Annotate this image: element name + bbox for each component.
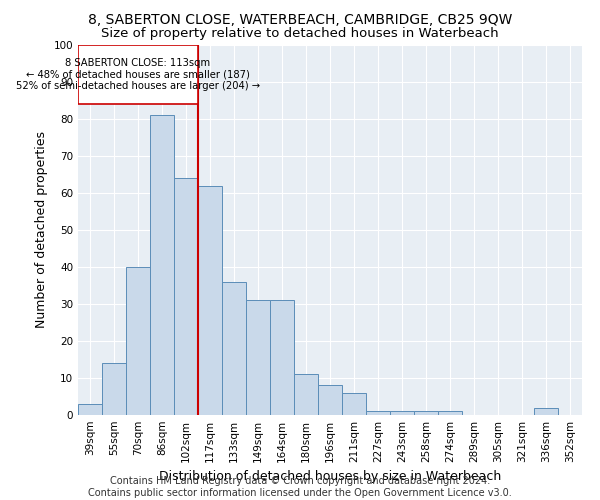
Bar xyxy=(366,412,390,415)
Bar xyxy=(294,374,318,415)
Bar xyxy=(102,363,126,415)
Bar xyxy=(150,116,174,415)
Bar xyxy=(222,282,246,415)
Bar xyxy=(174,178,198,415)
Bar xyxy=(318,386,342,415)
Bar xyxy=(198,186,222,415)
Y-axis label: Number of detached properties: Number of detached properties xyxy=(35,132,48,328)
Bar xyxy=(270,300,294,415)
Bar xyxy=(246,300,270,415)
Bar xyxy=(78,45,198,104)
Bar xyxy=(438,412,462,415)
Text: Contains HM Land Registry data © Crown copyright and database right 2024.
Contai: Contains HM Land Registry data © Crown c… xyxy=(88,476,512,498)
Bar xyxy=(534,408,558,415)
Text: 8, SABERTON CLOSE, WATERBEACH, CAMBRIDGE, CB25 9QW: 8, SABERTON CLOSE, WATERBEACH, CAMBRIDGE… xyxy=(88,12,512,26)
Text: 8 SABERTON CLOSE: 113sqm
← 48% of detached houses are smaller (187)
52% of semi-: 8 SABERTON CLOSE: 113sqm ← 48% of detach… xyxy=(16,58,260,91)
Bar xyxy=(78,404,102,415)
Text: Size of property relative to detached houses in Waterbeach: Size of property relative to detached ho… xyxy=(101,28,499,40)
Bar xyxy=(126,267,150,415)
Bar xyxy=(342,393,366,415)
Bar xyxy=(414,412,438,415)
Bar xyxy=(390,412,414,415)
X-axis label: Distribution of detached houses by size in Waterbeach: Distribution of detached houses by size … xyxy=(159,470,501,484)
